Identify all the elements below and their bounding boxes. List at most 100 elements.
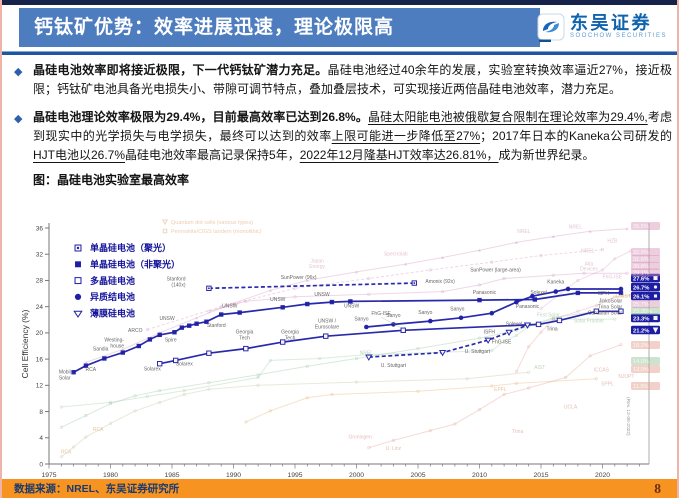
brand-subtitle: SOOCHOW SECURITIES xyxy=(569,33,667,39)
bullet-2-text: 晶硅电池理论效率极限为29.4%，目前最高效率已达到26.8%。晶硅太阳能电池被… xyxy=(33,110,672,162)
svg-text:8: 8 xyxy=(39,409,43,416)
svg-text:Solexel: Solexel xyxy=(506,322,522,328)
faded-series-dye-sensitized xyxy=(245,378,597,423)
svg-text:Quantum dot cells (various typ: Quantum dot cells (various types) xyxy=(171,220,253,226)
svg-text:Sanyo: Sanyo xyxy=(450,307,464,313)
svg-text:18.2%: 18.2% xyxy=(633,343,649,349)
svg-text:UNSW: UNSW xyxy=(344,303,360,309)
bullet-2: ◆ 晶硅电池理论效率极限为29.4%，目前最高效率已达到26.8%。晶硅太阳能电池… xyxy=(14,108,672,165)
svg-text:SPPL: SPPL xyxy=(601,381,614,387)
series-4 xyxy=(368,324,528,358)
svg-text:SunPower (96x): SunPower (96x) xyxy=(281,275,317,281)
svg-text:24: 24 xyxy=(36,304,44,311)
svg-text:RCA: RCA xyxy=(93,427,104,433)
page-title: 钙钛矿优势：效率进展迅速，理论极限高 xyxy=(19,8,540,47)
svg-text:UNSW /: UNSW / xyxy=(318,318,337,324)
figure-caption: 图：晶硅电池实验室最高效率 xyxy=(33,173,190,187)
diamond-bullet-icon: ◆ xyxy=(14,66,23,78)
diamond-bullet-icon: ◆ xyxy=(14,113,23,125)
body-text: ◆ 晶硅电池效率即将接近极限，下一代钙钛矿潜力充足。晶硅电池经过40余年的发展，实… xyxy=(14,61,672,188)
series-1 xyxy=(73,292,621,373)
svg-text:NREL: NREL xyxy=(360,351,374,357)
svg-text:14.0%: 14.0% xyxy=(633,359,649,365)
svg-text:RCA: RCA xyxy=(61,450,72,456)
svg-text:1975: 1975 xyxy=(41,472,56,479)
svg-text:Sandia: Sandia xyxy=(93,347,109,353)
svg-text:U. Stuttgart: U. Stuttgart xyxy=(465,349,491,355)
svg-text:1980: 1980 xyxy=(103,472,118,479)
soochow-swirl-icon xyxy=(537,13,565,48)
svg-text:FhG-ISE: FhG-ISE xyxy=(603,274,623,280)
svg-text:(140x): (140x) xyxy=(171,282,186,288)
svg-text:RCA: RCA xyxy=(86,367,97,373)
svg-text:ISFH: ISFH xyxy=(598,291,610,297)
brand-logo: 东吴证券 SOOCHOW SECURITIES xyxy=(537,13,667,48)
svg-text:Stanford: Stanford xyxy=(167,276,186,282)
brand-name: 东吴证券 xyxy=(569,13,652,33)
svg-text:Georgia: Georgia xyxy=(281,330,299,336)
svg-text:2010: 2010 xyxy=(472,472,487,479)
bullet-1-text: 晶硅电池效率即将接近极限，下一代钙钛矿潜力充足。晶硅电池经过40余年的发展，实验… xyxy=(33,63,672,96)
faded-series-organic xyxy=(368,344,622,449)
svg-text:AIST: AIST xyxy=(534,365,545,371)
svg-text:26.7%: 26.7% xyxy=(633,285,649,291)
legend-item: 异质结电池 xyxy=(90,291,135,302)
svg-text:23.35%: 23.35% xyxy=(633,309,652,315)
svg-text:Solexel: Solexel xyxy=(530,290,546,296)
svg-text:Groningen: Groningen xyxy=(349,434,373,440)
record-badge xyxy=(631,325,660,335)
svg-text:27.6%: 27.6% xyxy=(633,276,649,282)
svg-text:Spectrolab: Spectrolab xyxy=(384,252,408,258)
svg-text:Trina: Trina xyxy=(512,429,523,435)
svg-text:Solarex: Solarex xyxy=(144,366,161,372)
legend-item: 薄膜硅电池 xyxy=(90,307,135,318)
svg-text:0: 0 xyxy=(39,461,43,468)
svg-text:Trina Solar: Trina Solar xyxy=(598,305,623,311)
faded-series-perovskite-si-tandem xyxy=(540,250,632,309)
svg-text:UNSW: UNSW xyxy=(222,303,238,309)
svg-text:4: 4 xyxy=(39,435,43,442)
svg-text:Alta: Alta xyxy=(585,261,594,267)
svg-text:11.9%: 11.9% xyxy=(633,384,648,390)
svg-text:Eurosolare: Eurosolare xyxy=(315,324,339,330)
series-0 xyxy=(208,282,415,290)
svg-text:2020: 2020 xyxy=(595,472,610,479)
svg-text:2000: 2000 xyxy=(349,472,364,479)
svg-text:12: 12 xyxy=(36,383,44,390)
svg-text:1995: 1995 xyxy=(287,472,302,479)
svg-text:ISFH: ISFH xyxy=(484,330,496,336)
svg-text:Canadian Solar: Canadian Solar xyxy=(588,311,623,317)
page-number: 8 xyxy=(654,480,661,496)
svg-text:16: 16 xyxy=(36,356,44,363)
faded-series-amorphous-si xyxy=(60,371,529,458)
svg-text:Japan: Japan xyxy=(310,259,324,265)
svg-text:house: house xyxy=(110,343,124,349)
svg-text:28: 28 xyxy=(36,278,44,285)
svg-text:20: 20 xyxy=(36,330,44,337)
svg-text:Tech: Tech xyxy=(285,335,296,341)
record-badge xyxy=(631,282,660,292)
svg-text:Perovskite/CIGS tandem (monoli: Perovskite/CIGS tandem (monolithic) xyxy=(171,229,262,235)
svg-text:ARCO: ARCO xyxy=(128,328,143,334)
svg-text:23.3%: 23.3% xyxy=(633,316,649,322)
faded-series-cdte xyxy=(61,318,615,408)
svg-text:U. Stuttgart: U. Stuttgart xyxy=(381,363,407,369)
svg-text:ICCAS: ICCAS xyxy=(594,368,610,374)
svg-text:1990: 1990 xyxy=(226,472,241,479)
record-badge xyxy=(631,313,660,323)
faded-series-multijunction xyxy=(85,228,628,363)
svg-text:36: 36 xyxy=(36,225,44,232)
top-navy-bar xyxy=(2,0,677,5)
svg-text:Sanyo: Sanyo xyxy=(354,316,368,322)
legend-item: 多晶硅电池 xyxy=(90,275,135,286)
svg-text:Trina: Trina xyxy=(546,326,557,332)
svg-text:32.9%: 32.9% xyxy=(633,250,649,256)
svg-text:35.5%: 35.5% xyxy=(633,224,649,230)
efficiency-chart: 0 4 8 12 16 20 24 28 32 36 1975 1980 1985 1990 1995 200… xyxy=(18,211,677,479)
svg-text:FhG-ISE: FhG-ISE xyxy=(492,339,512,345)
svg-text:Stanford: Stanford xyxy=(207,323,226,329)
svg-text:SunPower (large-area): SunPower (large-area) xyxy=(470,267,521,273)
svg-text:(Rev. 12-08-2022): (Rev. 12-08-2022) xyxy=(625,397,631,436)
svg-text:EPFL: EPFL xyxy=(494,387,507,393)
svg-text:UNSW: UNSW xyxy=(270,297,286,303)
